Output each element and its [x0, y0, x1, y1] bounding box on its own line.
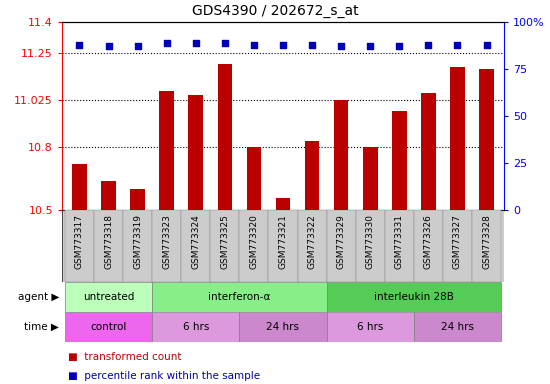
Bar: [65, 312, 152, 342]
Text: GSM773318: GSM773318: [104, 214, 113, 269]
Text: ■  transformed count: ■ transformed count: [68, 353, 181, 362]
Text: ■  percentile rank within the sample: ■ percentile rank within the sample: [68, 371, 260, 381]
Text: GSM773328: GSM773328: [482, 214, 491, 269]
Text: time ▶: time ▶: [24, 322, 59, 332]
Text: GSM773325: GSM773325: [221, 214, 229, 269]
Point: [221, 40, 229, 46]
Bar: [152, 282, 327, 312]
Text: GSM773317: GSM773317: [75, 214, 84, 269]
Bar: [450, 67, 465, 210]
Bar: [421, 93, 436, 210]
Point: [307, 41, 316, 48]
Text: GSM773322: GSM773322: [307, 214, 317, 268]
Point: [395, 43, 404, 50]
Bar: [298, 210, 327, 282]
Bar: [305, 141, 320, 210]
Text: GSM773326: GSM773326: [424, 214, 433, 269]
Bar: [94, 210, 123, 282]
Text: control: control: [90, 322, 126, 332]
Bar: [65, 210, 94, 282]
Bar: [152, 210, 181, 282]
Bar: [363, 147, 377, 210]
Bar: [334, 100, 349, 210]
Point: [337, 43, 345, 50]
Point: [133, 43, 142, 50]
Text: 6 hrs: 6 hrs: [183, 322, 209, 332]
Point: [250, 41, 258, 48]
Bar: [356, 210, 385, 282]
Point: [424, 41, 433, 48]
Text: interleukin 28B: interleukin 28B: [374, 292, 454, 302]
Bar: [72, 164, 87, 210]
Bar: [327, 312, 414, 342]
Text: GSM773329: GSM773329: [337, 214, 345, 269]
Bar: [385, 210, 414, 282]
Point: [482, 41, 491, 48]
Bar: [276, 198, 290, 210]
Text: interferon-α: interferon-α: [208, 292, 271, 302]
Point: [162, 40, 171, 46]
Bar: [123, 210, 152, 282]
Bar: [414, 210, 443, 282]
Bar: [327, 210, 356, 282]
Point: [75, 41, 84, 48]
Bar: [130, 189, 145, 210]
Text: untreated: untreated: [83, 292, 134, 302]
Text: 6 hrs: 6 hrs: [357, 322, 383, 332]
Point: [279, 41, 288, 48]
Bar: [414, 312, 501, 342]
Bar: [327, 282, 501, 312]
Bar: [210, 210, 239, 282]
Text: GSM773324: GSM773324: [191, 214, 200, 268]
Bar: [65, 282, 152, 312]
Point: [191, 40, 200, 46]
Text: 24 hrs: 24 hrs: [267, 322, 300, 332]
Text: GSM773331: GSM773331: [395, 214, 404, 269]
Bar: [246, 147, 261, 210]
Bar: [479, 69, 494, 210]
Bar: [443, 210, 472, 282]
Bar: [160, 91, 174, 210]
Point: [366, 43, 375, 50]
Point: [104, 43, 113, 50]
Bar: [268, 210, 298, 282]
Text: GSM773330: GSM773330: [366, 214, 375, 269]
Bar: [472, 210, 501, 282]
Bar: [239, 312, 327, 342]
Text: GSM773327: GSM773327: [453, 214, 462, 269]
Bar: [152, 312, 239, 342]
Text: GSM773321: GSM773321: [278, 214, 288, 269]
Text: agent ▶: agent ▶: [18, 292, 59, 302]
Bar: [181, 210, 210, 282]
Text: GSM773319: GSM773319: [133, 214, 142, 269]
Point: [453, 41, 462, 48]
Text: GSM773323: GSM773323: [162, 214, 171, 269]
Text: GDS4390 / 202672_s_at: GDS4390 / 202672_s_at: [192, 4, 358, 18]
Bar: [392, 111, 406, 210]
Bar: [239, 210, 268, 282]
Bar: [101, 181, 116, 210]
Text: GSM773320: GSM773320: [249, 214, 258, 269]
Bar: [218, 64, 232, 210]
Text: 24 hrs: 24 hrs: [441, 322, 474, 332]
Bar: [189, 95, 203, 210]
